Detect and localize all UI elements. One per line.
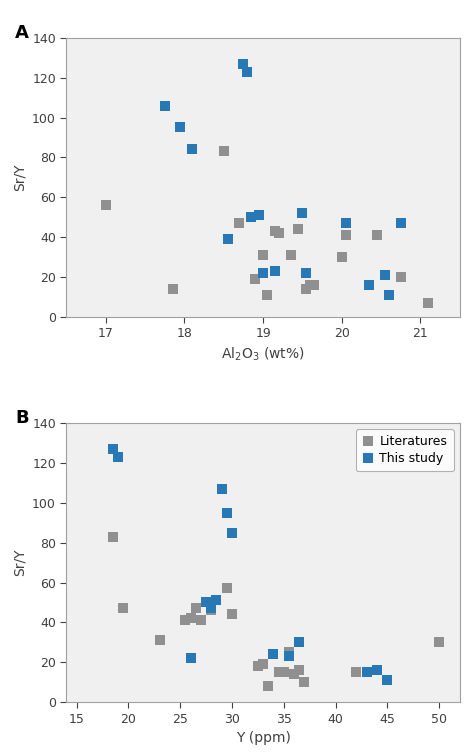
Literatures — [275, 666, 283, 678]
Literatures — [228, 609, 236, 621]
Point — [259, 249, 267, 261]
Point — [251, 273, 259, 285]
Literatures — [208, 605, 215, 617]
Point — [275, 227, 283, 239]
Point — [161, 100, 168, 112]
This study — [383, 674, 391, 686]
Literatures — [264, 680, 272, 692]
Point — [374, 229, 381, 241]
Literatures — [295, 664, 303, 676]
Point — [263, 289, 271, 301]
Point — [397, 271, 404, 283]
Point — [299, 207, 306, 219]
Literatures — [291, 668, 298, 680]
Point — [342, 217, 349, 230]
Literatures — [182, 615, 189, 627]
Point — [102, 199, 109, 211]
Point — [271, 265, 279, 277]
Point — [247, 211, 255, 223]
Point — [255, 209, 263, 221]
X-axis label: Al$_2$O$_3$ (wt%): Al$_2$O$_3$ (wt%) — [221, 346, 305, 363]
This study — [270, 649, 277, 661]
Literatures — [353, 666, 360, 678]
Text: A: A — [15, 24, 29, 42]
This study — [114, 451, 122, 463]
This study — [187, 652, 194, 664]
Point — [224, 233, 231, 245]
Point — [287, 249, 294, 261]
Point — [271, 225, 279, 237]
Legend: Literatures, This study: Literatures, This study — [356, 430, 454, 471]
This study — [285, 650, 293, 662]
Text: B: B — [15, 409, 29, 427]
Literatures — [285, 646, 293, 658]
Y-axis label: Sr/Y: Sr/Y — [12, 164, 27, 191]
Literatures — [187, 612, 194, 624]
Y-axis label: Sr/Y: Sr/Y — [12, 549, 27, 576]
Point — [342, 229, 349, 241]
Literatures — [156, 634, 164, 646]
Literatures — [223, 582, 231, 594]
Point — [220, 146, 228, 158]
Point — [239, 57, 247, 69]
This study — [213, 594, 220, 606]
Point — [385, 289, 393, 301]
Point — [244, 66, 251, 78]
Point — [307, 279, 314, 291]
Literatures — [373, 664, 381, 676]
Point — [338, 251, 346, 263]
Point — [177, 122, 184, 134]
This study — [208, 602, 215, 615]
Literatures — [192, 602, 200, 615]
Literatures — [435, 636, 443, 649]
Point — [236, 217, 243, 230]
Point — [302, 283, 310, 295]
X-axis label: Y (ppm): Y (ppm) — [236, 731, 291, 745]
Point — [169, 283, 176, 295]
Point — [259, 267, 267, 279]
Literatures — [280, 666, 288, 678]
This study — [363, 666, 370, 678]
Point — [295, 223, 302, 236]
Literatures — [259, 658, 267, 670]
Point — [381, 269, 389, 281]
Literatures — [119, 602, 127, 615]
Point — [310, 279, 318, 291]
Point — [302, 267, 310, 279]
Point — [365, 279, 373, 291]
Literatures — [254, 660, 262, 672]
This study — [373, 664, 381, 676]
This study — [109, 443, 117, 455]
Literatures — [197, 615, 205, 627]
Literatures — [301, 676, 308, 689]
Point — [397, 217, 404, 230]
Point — [189, 143, 196, 156]
Point — [425, 297, 432, 309]
Literatures — [109, 531, 117, 543]
This study — [218, 482, 226, 495]
This study — [228, 527, 236, 539]
This study — [202, 596, 210, 609]
This study — [223, 507, 231, 519]
This study — [295, 636, 303, 649]
